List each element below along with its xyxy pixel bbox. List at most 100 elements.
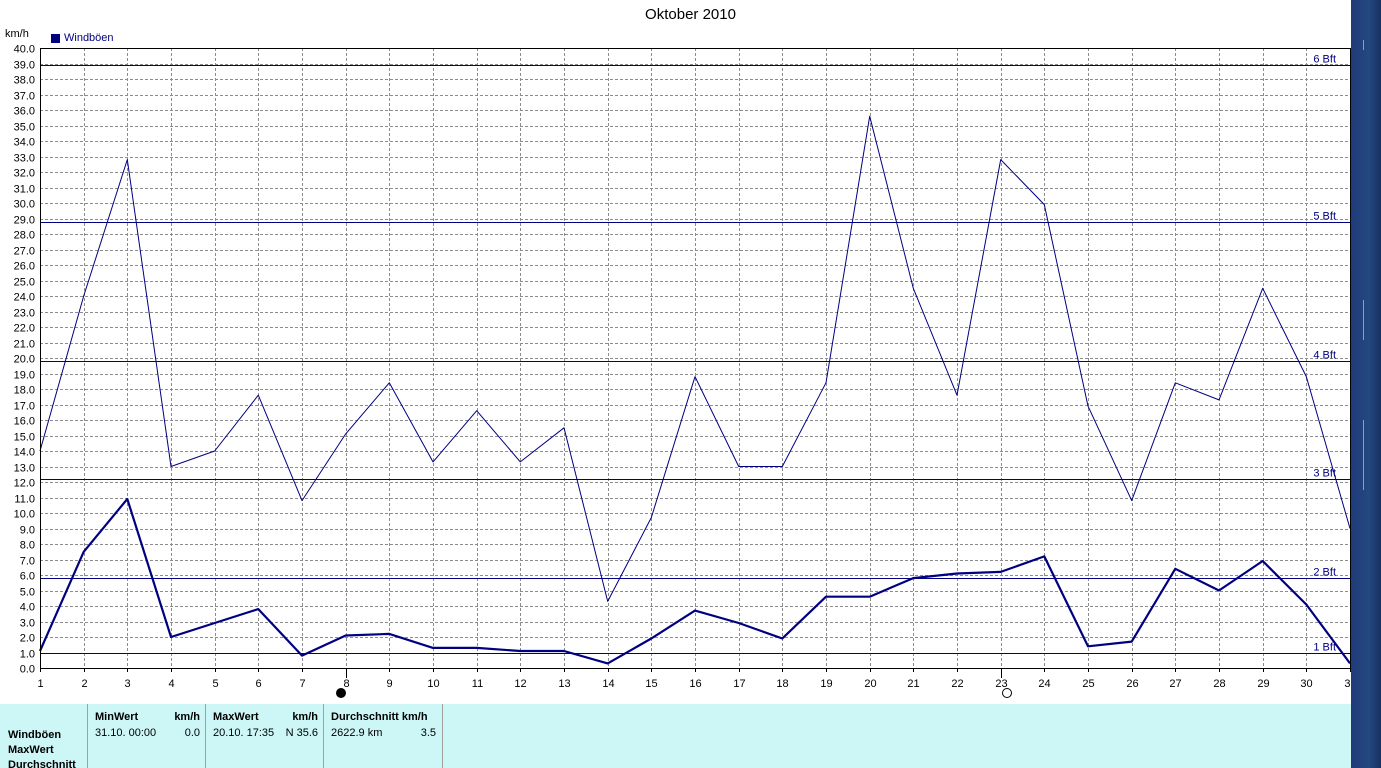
legend-label: Windböen: [64, 32, 114, 44]
y-tick-label: 20.0: [14, 354, 35, 366]
beaufort-label: 4 Bft: [1313, 350, 1336, 362]
series-line-2: [38, 497, 1351, 665]
y-tick-label: 22.0: [14, 323, 35, 335]
y-tick-label: 25.0: [14, 277, 35, 289]
y-tick-label: 19.0: [14, 370, 35, 382]
beaufort-label: 6 Bft: [1313, 54, 1336, 66]
y-tick-label: 12.0: [14, 478, 35, 490]
y-tick-label: 40.0: [14, 44, 35, 56]
max-unit: km/h: [292, 711, 318, 723]
grid: [40, 48, 1350, 668]
y-tick-label: 21.0: [14, 339, 35, 351]
beaufort-label: 3 Bft: [1313, 468, 1336, 480]
x-tick-label: 29: [1257, 678, 1269, 690]
row-label-durchschnitt: Durchschnitt: [8, 759, 76, 768]
x-tick-label: 15: [645, 678, 657, 690]
y-tick-label: 38.0: [14, 75, 35, 87]
y-tick-label: 23.0: [14, 308, 35, 320]
x-tick-label: 18: [776, 678, 788, 690]
x-tick-label: 22: [951, 678, 963, 690]
min-datetime: 31.10. 00:00: [95, 727, 157, 739]
y-tick-label: 27.0: [14, 246, 35, 258]
y-tick-label: 39.0: [14, 60, 35, 72]
y-tick-label: 33.0: [14, 153, 35, 165]
x-tick-label: 1: [37, 678, 43, 690]
y-tick-label: 11.0: [14, 494, 35, 506]
avg-block: Durchschnitt km/h 2622.9 km 3.5: [323, 704, 443, 768]
x-tick-label: 6: [255, 678, 261, 690]
x-tick-label: 19: [820, 678, 832, 690]
stats-row-labels: Windböen MaxWert Durchschnitt: [8, 728, 76, 768]
x-tick-label: 28: [1213, 678, 1225, 690]
x-tick-label: 30: [1300, 678, 1312, 690]
y-tick-label: 32.0: [14, 168, 35, 180]
x-tick-label: 2: [81, 678, 87, 690]
x-tick-label: 21: [907, 678, 919, 690]
x-tick-label: 9: [386, 678, 392, 690]
beaufort-label: 2 Bft: [1313, 567, 1336, 579]
y-tick-label: 31.0: [14, 184, 35, 196]
y-tick-label: 36.0: [14, 106, 35, 118]
y-tick-label: 7.0: [20, 556, 35, 568]
x-tick-label: 7: [299, 678, 305, 690]
min-block: MinWert km/h 31.10. 00:00 0.0: [87, 704, 206, 768]
y-tick-label: 13.0: [14, 463, 35, 475]
x-tick-label: 12: [514, 678, 526, 690]
y-tick-label: 9.0: [20, 525, 35, 537]
x-tick-label: 24: [1038, 678, 1050, 690]
y-tick-label: 35.0: [14, 122, 35, 134]
chart-title: Oktober 2010: [645, 6, 736, 23]
y-tick-label: 18.0: [14, 385, 35, 397]
y-tick-label: 6.0: [20, 571, 35, 583]
y-tick-label: 8.0: [20, 540, 35, 552]
axes: [40, 48, 1351, 678]
x-tick-label: 11: [472, 678, 483, 690]
legend: Windböen: [51, 32, 114, 44]
statistics-panel: Windböen MaxWert Durchschnitt MinWert km…: [0, 704, 1351, 768]
x-tick-label: 25: [1082, 678, 1094, 690]
x-tick-label: 17: [733, 678, 745, 690]
avg-header: Durchschnitt km/h: [331, 711, 428, 723]
avg-value: 3.5: [420, 727, 436, 739]
x-tick-label: 16: [689, 678, 701, 690]
avg-distance: 2622.9 km: [331, 727, 383, 739]
y-tick-label: 10.0: [14, 509, 35, 521]
y-tick-label: 2.0: [20, 633, 35, 645]
x-tick-label: 8: [343, 678, 349, 690]
y-tick-label: 30.0: [14, 199, 35, 211]
beaufort-lines: 1 Bft 2 Bft 3 Bft 4 Bft 5 Bft 6 Bft: [40, 54, 1350, 654]
x-tick-label: 23: [995, 678, 1007, 690]
x-tick-label: 27: [1169, 678, 1181, 690]
row-label-maxwert: MaxWert: [8, 744, 54, 756]
min-header: MinWert: [95, 711, 139, 723]
x-tick-label: 13: [558, 678, 570, 690]
max-datetime: 20.10. 17:35: [213, 727, 275, 739]
y-tick-label: 34.0: [14, 137, 35, 149]
y-tick-labels: 0.0 1.0 2.0 3.0 4.0 5.0 6.0 7.0 8.0 9.0 10.0 11.0 12…: [14, 44, 35, 676]
min-value: 0.0: [184, 727, 200, 739]
legend-swatch: [51, 33, 60, 43]
x-tick-label: 20: [864, 678, 876, 690]
chart: 1 Bft 2 Bft 3 Bft 4 Bft 5 Bft 6 Bft 0.0 1.0 2.0…: [14, 44, 1351, 690]
x-tick-label: 3: [124, 678, 130, 690]
plot-frame: [40, 48, 1351, 669]
x-tick-label: 10: [427, 678, 439, 690]
y-tick-label: 3.0: [20, 618, 35, 630]
series-lines: [38, 115, 1351, 665]
side-window-edge: [1351, 0, 1381, 768]
series-line-1: [39, 115, 1351, 602]
new-moon-icon: [336, 688, 346, 698]
y-tick-label: 1.0: [20, 649, 35, 661]
max-header: MaxWert: [213, 711, 259, 723]
y-tick-label: 4.0: [20, 602, 35, 614]
full-moon-icon: [1002, 688, 1012, 698]
x-tick-labels: 1 2 3 4 5 6 7 8 9 10 11 12 13 14 15 16 17 18 19 20 21 22 23 24 2…: [37, 678, 1351, 690]
y-tick-label: 26.0: [14, 261, 35, 273]
y-tick-label: 5.0: [20, 587, 35, 599]
x-tick-label: 5: [212, 678, 218, 690]
y-tick-label: 29.0: [14, 215, 35, 227]
x-tick-label: 14: [602, 678, 614, 690]
y-tick-label: 16.0: [14, 416, 35, 428]
y-tick-label: 0.0: [20, 664, 35, 676]
y-tick-label: 24.0: [14, 292, 35, 304]
